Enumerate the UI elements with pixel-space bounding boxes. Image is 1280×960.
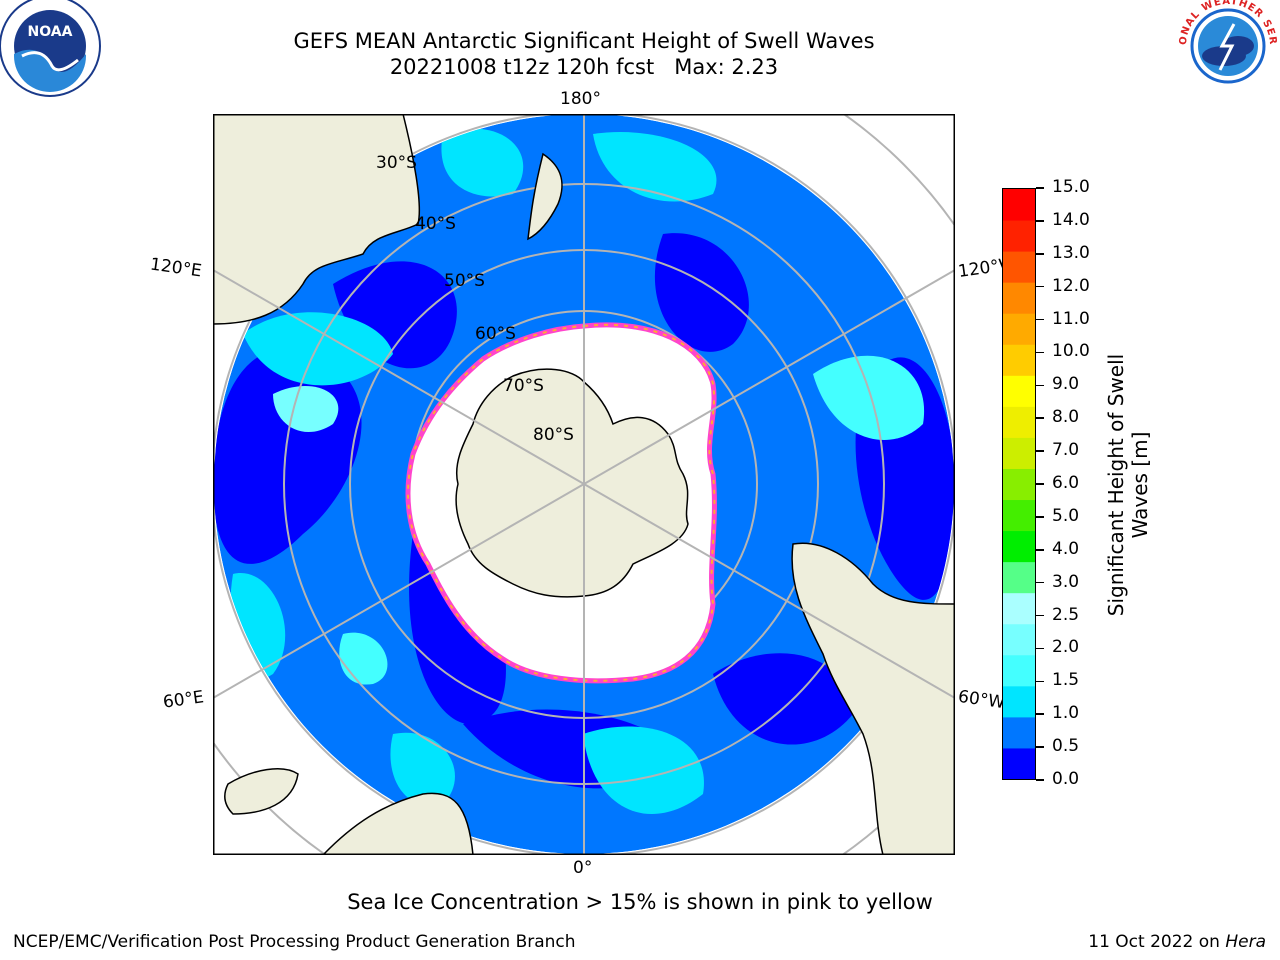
- lon-label-0: 0°: [573, 858, 593, 878]
- colorbar-tick-mark: [1036, 285, 1044, 288]
- lon-label-180: 180°: [560, 89, 601, 109]
- lat-label-40s: 40°S: [415, 214, 456, 234]
- colorbar-tick-mark: [1036, 318, 1044, 321]
- colorbar-segment: [1003, 344, 1035, 376]
- noaa-logo-text: NOAA: [28, 24, 73, 40]
- colorbar-segment: [1003, 189, 1035, 221]
- colorbar-tick-mark: [1036, 384, 1044, 387]
- madagascar-land: [223, 768, 299, 815]
- map-frame: [213, 114, 955, 855]
- colorbar-segment: [1003, 530, 1035, 563]
- africa-land: [321, 792, 474, 855]
- australia-land: [213, 114, 421, 325]
- colorbar-tick-mark: [1036, 549, 1044, 551]
- colorbar-segment: [1003, 220, 1035, 252]
- colorbar-tick-mark: [1036, 351, 1044, 354]
- lon-label-60e: 60°E: [161, 687, 206, 713]
- colorbar-tick-label: 11.0: [1052, 308, 1090, 329]
- colorbar-tick-mark: [1036, 581, 1044, 584]
- lat-label-80s: 80°S: [533, 425, 574, 445]
- colorbar-tick-mark: [1036, 417, 1044, 419]
- colorbar-tick-mark: [1036, 516, 1044, 518]
- south-america-land: [791, 542, 955, 855]
- colorbar-tick-label: 2.5: [1052, 604, 1080, 625]
- colorbar-segment: [1003, 406, 1035, 438]
- colorbar-tick-mark: [1036, 680, 1044, 683]
- antarctica-land: [455, 368, 689, 598]
- colorbar-tick-label: 7.0: [1052, 440, 1080, 461]
- colorbar-segment: [1003, 282, 1035, 314]
- colorbar-tick-mark: [1036, 779, 1044, 781]
- lat-label-60s: 60°S: [475, 324, 516, 344]
- colorbar-tick-label: 14.0: [1052, 209, 1090, 230]
- colorbar-tick-label: 3.0: [1052, 571, 1080, 592]
- colorbar-segment: [1003, 654, 1035, 687]
- colorbar-tick-mark: [1036, 647, 1044, 650]
- colorbar-tick-label: 0.0: [1052, 769, 1080, 789]
- lat-label-70s: 70°S: [503, 376, 544, 396]
- colorbar-segment: [1003, 685, 1035, 718]
- colorbar-tick-mark: [1036, 187, 1044, 189]
- colorbar-segment: [1003, 716, 1035, 749]
- colorbar-tick-mark: [1036, 746, 1044, 748]
- colorbar-segment: [1003, 561, 1035, 594]
- colorbar-tick-label: 8.0: [1052, 407, 1080, 428]
- sea-ice-edge-inner: [407, 323, 716, 682]
- colorbar-tick-label: 6.0: [1052, 473, 1080, 493]
- new-zealand-land: [527, 152, 563, 241]
- colorbar-tick-label: 15.0: [1052, 177, 1090, 197]
- colorbar-segment: [1003, 437, 1035, 469]
- colorbar-segment: [1003, 468, 1035, 501]
- colorbar-tick-label: 12.0: [1052, 275, 1090, 296]
- colorbar-tick-label: 4.0: [1052, 538, 1080, 559]
- colorbar-tick-label: 1.5: [1052, 670, 1080, 691]
- colorbar-segment: [1003, 747, 1035, 779]
- footer-branch: NCEP/EMC/Verification Post Processing Pr…: [13, 932, 576, 952]
- colorbar-segment: [1003, 375, 1035, 407]
- footer-date: 11 Oct 2022 on Hera: [1088, 932, 1266, 952]
- colorbar-segment: [1003, 251, 1035, 283]
- sea-ice-note: Sea Ice Concentration > 15% is shown in …: [347, 890, 933, 914]
- colorbar-tick-label: 13.0: [1052, 242, 1090, 263]
- colorbar-tick-label: 0.5: [1052, 736, 1080, 757]
- colorbar-segment: [1003, 499, 1035, 532]
- noaa-logo: NOAA: [0, 0, 101, 97]
- lon-label-120e: 120°E: [148, 254, 203, 282]
- colorbar-tick-mark: [1036, 483, 1044, 485]
- lat-label-50s: 50°S: [444, 271, 485, 291]
- colorbar-tick-mark: [1036, 614, 1044, 617]
- nws-logo: NATIONAL WEATHER SERVICE: [1176, 0, 1278, 96]
- colorbar: [1002, 188, 1036, 780]
- colorbar-tick-label: 5.0: [1052, 505, 1080, 526]
- colorbar-segment: [1003, 592, 1035, 625]
- chart-title: GEFS MEAN Antarctic Significant Height o…: [293, 29, 875, 53]
- lon-label-60w: 60°W: [956, 686, 1007, 714]
- colorbar-tick-mark: [1036, 220, 1044, 222]
- meridians: [213, 114, 955, 855]
- colorbar-tick-label: 9.0: [1052, 374, 1080, 395]
- lat-label-30s: 30°S: [376, 153, 417, 173]
- colorbar-segment: [1003, 313, 1035, 345]
- colorbar-tick-label: 10.0: [1052, 341, 1090, 362]
- polar-map: 30°S 40°S 50°S 60°S 70°S 80°S: [213, 114, 955, 855]
- swell-field: [214, 114, 954, 854]
- colorbar-tick-label: 1.0: [1052, 703, 1080, 724]
- footer-date-text: 11 Oct 2022 on: [1088, 932, 1226, 952]
- chart-subtitle: 20221008 t12z 120h fcst Max: 2.23: [389, 55, 779, 79]
- colorbar-tick-mark: [1036, 713, 1044, 715]
- colorbar-label: Significant Height of Swell Waves [m]: [1104, 353, 1152, 617]
- footer-host: Hera: [1225, 932, 1266, 952]
- colorbar-segment: [1003, 623, 1035, 656]
- colorbar-tick-label: 2.0: [1052, 637, 1080, 658]
- colorbar-tick-mark: [1036, 450, 1044, 452]
- colorbar-tick-mark: [1036, 253, 1044, 255]
